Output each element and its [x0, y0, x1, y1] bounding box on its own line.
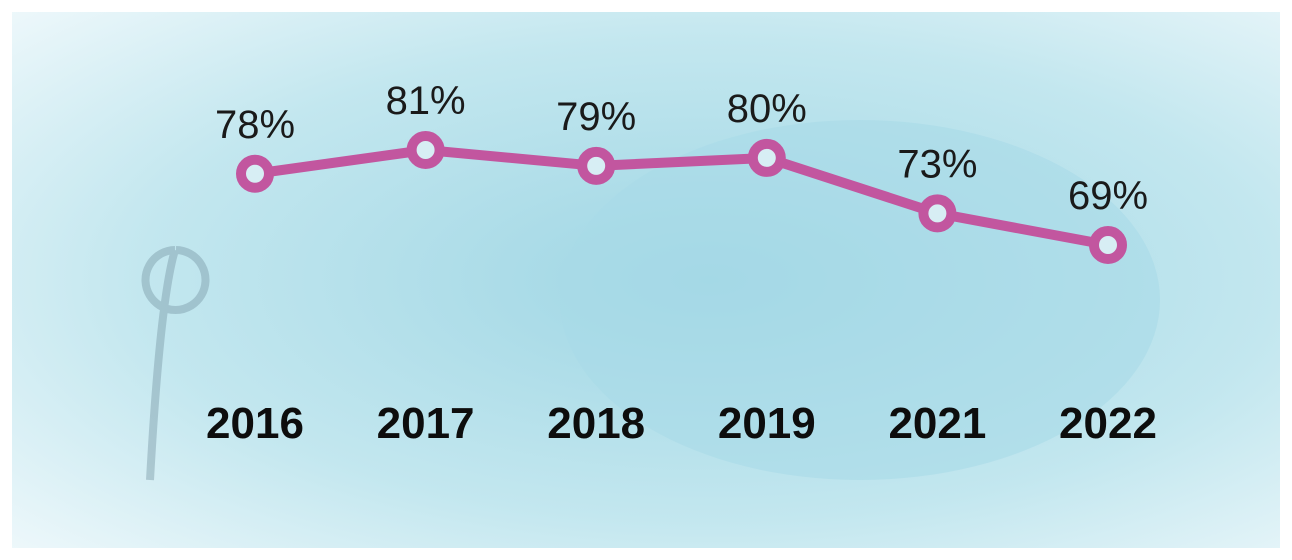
- x-tick-label: 2018: [547, 399, 645, 448]
- data-point: [406, 131, 445, 169]
- data-point: [236, 154, 274, 193]
- value-label: 78%: [215, 103, 295, 147]
- value-label: 69%: [1068, 174, 1148, 218]
- x-tick-label: 2019: [718, 399, 816, 448]
- x-tick-label: 2021: [888, 399, 986, 448]
- x-tick-label: 2017: [377, 399, 475, 448]
- data-line: [254, 145, 1109, 250]
- data-point: [918, 194, 957, 233]
- value-label: 73%: [897, 142, 977, 186]
- x-tick-label: 2016: [206, 399, 304, 448]
- value-label: 81%: [386, 79, 466, 123]
- mask-image: [560, 120, 1160, 480]
- value-label: 79%: [556, 95, 636, 139]
- data-point: [1089, 226, 1127, 264]
- stethoscope-image: [141, 246, 210, 481]
- x-tick-label: 2022: [1059, 399, 1157, 448]
- data-point: [747, 138, 786, 177]
- value-label: 80%: [727, 87, 807, 131]
- data-point: [577, 146, 616, 185]
